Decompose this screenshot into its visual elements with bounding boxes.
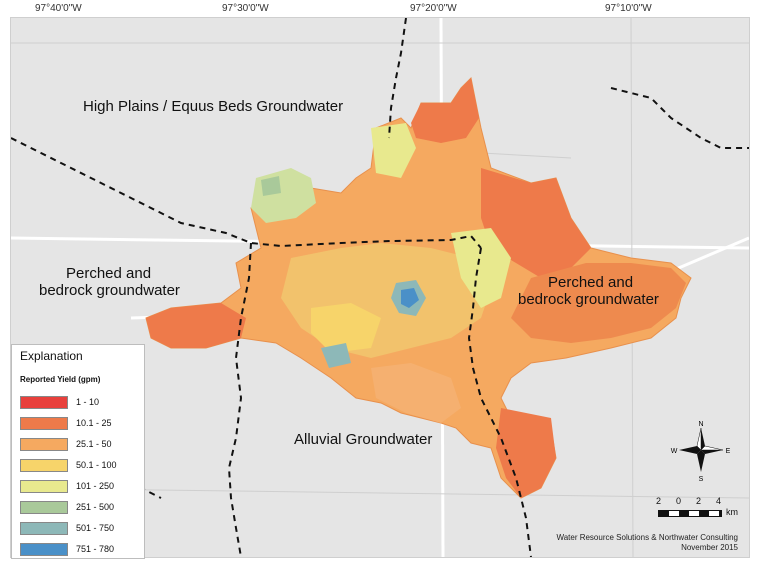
scale-bar: 2 0 2 4 km	[656, 496, 756, 526]
compass-e-label: E	[726, 448, 731, 455]
region-south-lobe	[496, 408, 556, 498]
scale-unit: km	[726, 507, 738, 517]
compass-rose: N S E W	[671, 421, 731, 483]
longitude-label-1: 97°40'0"W	[35, 3, 82, 14]
region-east-red	[481, 168, 591, 278]
legend-label: 501 - 750	[76, 523, 115, 533]
region-south-orange	[371, 363, 461, 423]
legend-label: 10.1 - 25	[76, 418, 112, 428]
label-perched-right-2: bedrock groundwater	[518, 291, 659, 308]
legend-swatch	[20, 480, 68, 493]
scale-tick-4: 4	[716, 496, 722, 506]
legend-swatch	[20, 459, 68, 472]
legend-item: 101 - 250	[20, 480, 140, 494]
legend-swatch	[20, 417, 68, 430]
legend-title: Explanation	[20, 349, 83, 363]
legend-label: 50.1 - 100	[76, 460, 117, 470]
legend-item: 251 - 500	[20, 501, 140, 515]
longitude-label-4: 97°10'0"W	[605, 3, 652, 14]
label-perched-right-1: Perched and	[548, 274, 634, 291]
legend-label: 751 - 780	[76, 544, 115, 554]
legend-swatch	[20, 543, 68, 556]
scale-tick-3: 2	[696, 496, 702, 506]
map-canvas: N S E W	[11, 18, 749, 557]
scale-tick-2: 0	[676, 496, 682, 506]
region-east-lobe	[511, 263, 686, 343]
credit-line-1: Water Resource Solutions & Northwater Co…	[556, 533, 738, 542]
region-north-patch	[411, 78, 479, 143]
legend-label: 25.1 - 50	[76, 439, 112, 449]
compass-s-label: S	[699, 476, 704, 483]
legend-swatch	[20, 396, 68, 409]
scale-bar-graphic	[658, 510, 722, 517]
legend-label: 101 - 250	[76, 481, 115, 491]
legend-subtitle: Reported Yield (gpm)	[20, 375, 101, 384]
legend-item: 501 - 750	[20, 522, 140, 536]
region-west-arm	[146, 303, 246, 348]
yield-region	[145, 76, 692, 499]
legend-swatch	[20, 522, 68, 535]
compass-w-label: W	[671, 448, 678, 455]
legend-swatch	[20, 501, 68, 514]
region-pale-yellow-2	[451, 228, 511, 308]
legend-item: 1 - 10	[20, 396, 140, 410]
legend-item: 50.1 - 100	[20, 459, 140, 473]
region-pale-yellow-1	[371, 123, 416, 178]
region-pale-yellow-3	[311, 303, 381, 353]
region-teal	[321, 343, 351, 368]
label-perched-left-1: Perched and	[66, 265, 152, 282]
credit-line-2: November 2015	[681, 543, 738, 552]
legend-item: 25.1 - 50	[20, 438, 140, 452]
region-blue-core	[401, 288, 419, 308]
legend-item: 751 - 780	[20, 543, 140, 557]
legend-swatch	[20, 438, 68, 451]
legend-label: 1 - 10	[76, 397, 100, 407]
legend-item: 10.1 - 25	[20, 417, 140, 431]
legend-label: 251 - 500	[76, 502, 115, 512]
scale-tick-1: 2	[656, 496, 662, 506]
label-perched-left-2: bedrock groundwater	[39, 282, 180, 299]
longitude-label-3: 97°20'0"W	[410, 3, 457, 14]
region-green-small	[261, 176, 281, 196]
longitude-label-2: 97°30'0"W	[222, 3, 269, 14]
label-high-plains: High Plains / Equus Beds Groundwater	[83, 98, 344, 115]
legend: Explanation Reported Yield (gpm) 1 - 10 1…	[11, 344, 145, 559]
compass-n-label: N	[698, 421, 703, 428]
label-alluvial: Alluvial Groundwater	[294, 431, 433, 448]
